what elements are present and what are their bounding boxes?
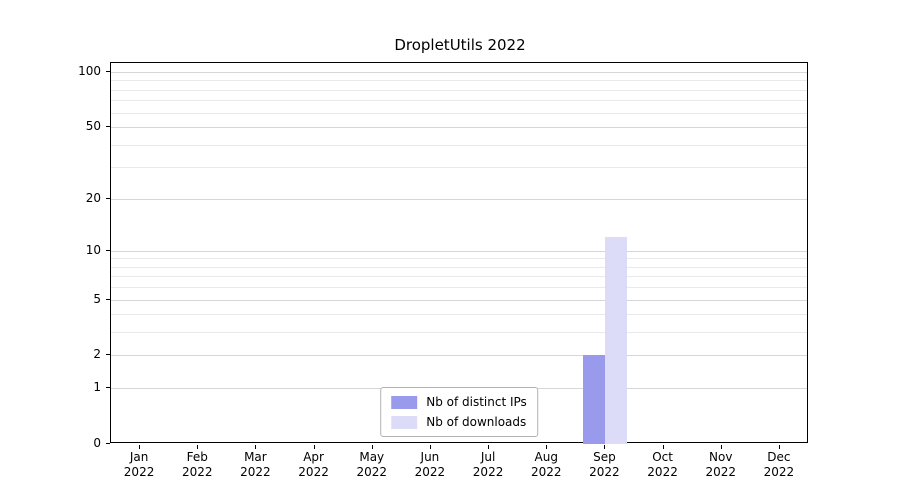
major-gridline (111, 198, 807, 200)
x-tick-mark (371, 445, 373, 449)
y-tick-mark (106, 71, 110, 73)
y-tick-label: 2 (93, 347, 101, 362)
x-tick-mark (429, 445, 431, 449)
x-tick-label: Jan 2022 (123, 450, 155, 479)
minor-gridline (111, 112, 807, 114)
legend-item-distinct-ips: Nb of distinct IPs (391, 395, 527, 409)
x-tick-label: Nov 2022 (705, 450, 737, 479)
minor-gridline (111, 258, 807, 260)
x-tick-mark (313, 445, 315, 449)
y-tick-label: 20 (85, 190, 101, 205)
chart-title: DropletUtils 2022 (394, 36, 526, 54)
y-tick-mark (106, 197, 110, 199)
minor-gridline (111, 287, 807, 289)
x-tick-label: Sep 2022 (589, 450, 620, 479)
x-tick-mark (546, 445, 548, 449)
minor-gridline (111, 266, 807, 268)
y-tick-label: 50 (85, 119, 101, 134)
x-tick-mark (720, 445, 722, 449)
major-gridline (111, 250, 807, 252)
bar-downloads-sep (605, 237, 628, 444)
major-gridline (111, 127, 807, 129)
x-tick-label: Feb 2022 (181, 450, 213, 479)
y-tick-label: 100 (78, 64, 101, 79)
y-tick-label: 0 (93, 436, 101, 450)
major-gridline (111, 299, 807, 301)
legend-swatch-downloads (391, 415, 418, 429)
y-tick-label: 10 (85, 242, 101, 257)
x-tick-label: May 2022 (356, 450, 388, 479)
x-tick-mark (197, 445, 199, 449)
minor-gridline (111, 276, 807, 278)
x-tick-label: Mar 2022 (240, 450, 271, 479)
plot-area: Nb of distinct IPs Nb of downloads (110, 62, 808, 444)
y-tick-mark (106, 443, 110, 444)
minor-gridline (111, 89, 807, 91)
y-tick-mark (106, 126, 110, 128)
x-tick-mark (488, 445, 490, 449)
y-tick-label: 5 (93, 291, 101, 306)
minor-gridline (111, 144, 807, 146)
y-tick-mark (106, 249, 110, 251)
x-tick-mark (662, 445, 664, 449)
x-tick-mark (139, 445, 141, 449)
x-tick-label: Dec 2022 (763, 450, 795, 479)
y-tick-mark (106, 354, 110, 356)
y-tick-label: 1 (93, 380, 101, 395)
legend: Nb of distinct IPs Nb of downloads (380, 387, 538, 437)
x-tick-mark (255, 445, 257, 449)
minor-gridline (111, 100, 807, 102)
y-tick-mark (106, 298, 110, 300)
major-gridline (111, 355, 807, 357)
major-gridline (111, 72, 807, 74)
minor-gridline (111, 167, 807, 169)
y-tick-mark (106, 387, 110, 389)
legend-label-downloads: Nb of downloads (426, 415, 527, 429)
x-tick-label: Apr 2022 (298, 450, 329, 479)
x-tick-mark (778, 445, 780, 449)
x-tick-label: Oct 2022 (647, 450, 678, 479)
legend-label-distinct-ips: Nb of distinct IPs (426, 395, 527, 409)
x-tick-label: Jul 2022 (472, 450, 504, 479)
legend-item-downloads: Nb of downloads (391, 415, 527, 429)
x-tick-mark (604, 445, 606, 449)
minor-gridline (111, 80, 807, 82)
legend-swatch-distinct-ips (391, 395, 418, 409)
x-tick-label: Aug 2022 (530, 450, 562, 479)
bar-distinct-ips-sep (583, 355, 606, 444)
minor-gridline (111, 332, 807, 334)
minor-gridline (111, 314, 807, 316)
x-tick-label: Jun 2022 (414, 450, 446, 479)
